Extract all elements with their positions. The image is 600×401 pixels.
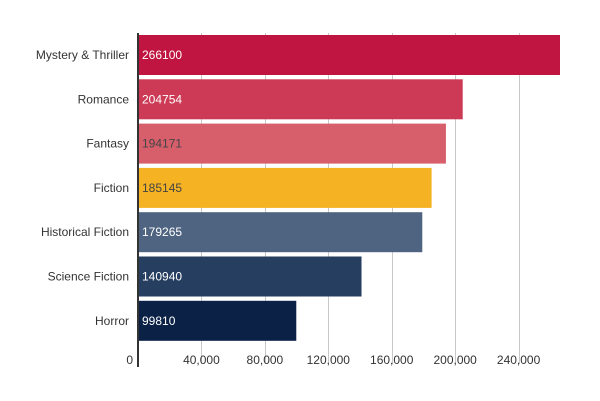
bar: [138, 35, 560, 75]
value-label: 140940: [142, 270, 182, 284]
bar: [138, 256, 362, 297]
category-label: Fantasy: [86, 137, 129, 151]
x-tick-label: 40,000: [183, 353, 220, 367]
x-tick-label: 0: [126, 353, 133, 367]
x-tick-label: 120,000: [307, 353, 351, 367]
bar: [138, 212, 423, 253]
category-label: Historical Fiction: [41, 225, 129, 239]
x-tick-label: 160,000: [370, 353, 414, 367]
category-label: Romance: [78, 92, 130, 106]
value-label: 99810: [142, 314, 176, 328]
category-label: Fiction: [94, 181, 129, 195]
category-labels: Mystery & Thriller Romance Fantasy Fiction H…: [36, 48, 129, 328]
bar: [138, 123, 446, 164]
bar: [138, 167, 432, 208]
value-label: 204754: [142, 92, 182, 106]
x-tick-label: 240,000: [497, 353, 541, 367]
category-label: Horror: [95, 314, 129, 328]
bar: [138, 79, 463, 120]
x-tick-label: 200,000: [433, 353, 477, 367]
x-tick-label: 80,000: [247, 353, 284, 367]
value-label: 266100: [142, 48, 182, 62]
value-label: 194171: [142, 137, 182, 151]
value-label: 185145: [142, 181, 182, 195]
bars: [138, 35, 560, 341]
x-axis-tick-labels: 0 40,000 80,000 120,000 160,000 200,000 240,00…: [126, 353, 540, 367]
bar: [138, 300, 297, 341]
category-label: Science Fiction: [48, 270, 129, 284]
value-labels: 266100 204754 194171 185145 179265 140940 9981…: [142, 48, 182, 328]
category-label: Mystery & Thriller: [36, 48, 129, 62]
value-label: 179265: [142, 225, 182, 239]
